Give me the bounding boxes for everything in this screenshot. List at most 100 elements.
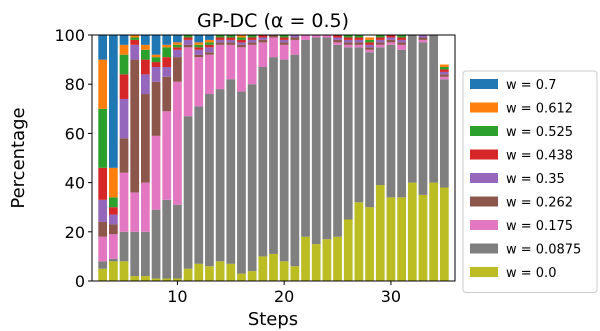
bar-segment-step-12-series-4 — [194, 49, 204, 55]
bar-segment-step-26-series-3 — [343, 42, 353, 45]
bar-segment-step-9-series-7 — [162, 44, 172, 48]
bar-segment-step-16-series-0 — [237, 273, 246, 281]
bar-segment-step-14-series-4 — [215, 39, 225, 43]
bar-segment-step-9-series-1 — [162, 199, 172, 279]
axes-frame — [91, 34, 456, 282]
bar-segment-step-7-series-7 — [141, 44, 150, 50]
bar-segment-step-8-series-5 — [151, 62, 161, 67]
legend-label-7: w = 0.0875 — [506, 243, 581, 258]
bar-segment-step-21-series-1 — [290, 54, 300, 267]
bar-segment-step-32-series-0 — [407, 182, 417, 281]
bar-segment-step-28-series-2 — [365, 49, 374, 53]
bar-segment-step-6-series-4 — [130, 44, 140, 60]
bar-segment-step-4-series-8 — [108, 35, 118, 168]
legend-swatch-8 — [470, 267, 498, 277]
bar-segment-step-31-series-1 — [397, 49, 406, 198]
bar-segment-step-23-series-2 — [311, 35, 321, 38]
bar-segment-step-31-series-2 — [397, 44, 406, 50]
bar-segment-step-28-series-1 — [365, 52, 374, 208]
bar-segment-step-11-series-2 — [183, 47, 193, 117]
bar-segment-step-30-series-1 — [386, 44, 396, 198]
bar-segment-step-30-series-5 — [386, 35, 396, 38]
bar-segment-step-35-series-3 — [439, 74, 449, 77]
bar-segment-step-15-series-5 — [226, 37, 236, 40]
bar-segment-step-27-series-0 — [354, 202, 364, 281]
bar-segment-step-7-series-1 — [141, 231, 150, 277]
bar-segment-step-12-series-2 — [194, 57, 204, 107]
bar-segment-step-10-series-6 — [173, 44, 182, 48]
bar-segment-step-24-series-0 — [322, 239, 332, 281]
bar-segment-step-14-series-5 — [215, 37, 225, 40]
bar-segment-step-13-series-3 — [205, 52, 214, 55]
bar-segment-step-30-series-4 — [386, 37, 396, 40]
bar-segment-step-10-series-3 — [173, 57, 182, 82]
bar-segment-step-19-series-0 — [269, 253, 278, 281]
bar-segment-step-10-series-2 — [173, 81, 182, 205]
bar-segment-step-15-series-2 — [226, 44, 236, 80]
bar-segment-step-5-series-8 — [119, 35, 129, 45]
bar-segment-step-27-series-3 — [354, 42, 364, 45]
bar-segment-step-9-series-8 — [162, 35, 172, 45]
x-tick-label-10: 10 — [167, 287, 187, 306]
bar-segment-step-29-series-3 — [375, 42, 385, 45]
bar-segment-step-11-series-5 — [183, 37, 193, 40]
bar-segment-step-6-series-1 — [130, 231, 140, 277]
bar-segment-step-15-series-0 — [226, 263, 236, 281]
bar-segment-step-7-series-0 — [141, 276, 150, 281]
bar-segment-step-14-series-3 — [215, 42, 225, 45]
bar-segment-step-30-series-3 — [386, 39, 396, 43]
bar-segment-step-26-series-2 — [343, 44, 353, 48]
bar-segment-step-3-series-3 — [98, 221, 108, 237]
bar-segment-step-4-series-4 — [108, 214, 118, 225]
y-tick-label-0: 0 — [75, 272, 85, 291]
bar-segment-step-28-series-4 — [365, 44, 374, 48]
bar-segment-step-9-series-4 — [162, 66, 172, 77]
bar-segment-step-33-series-3 — [418, 37, 428, 40]
legend-swatch-7 — [470, 243, 498, 254]
bar-segment-step-34-series-1 — [429, 35, 439, 183]
bar-segment-step-3-series-4 — [98, 199, 108, 222]
bar-segment-step-17-series-2 — [247, 44, 257, 85]
bar-segment-step-8-series-8 — [151, 35, 161, 55]
bar-segment-step-4-series-0 — [108, 261, 118, 281]
bar-segment-step-12-series-5 — [194, 47, 204, 50]
bar-segment-step-13-series-1 — [205, 94, 214, 267]
bar-segment-step-5-series-5 — [119, 74, 129, 99]
bar-segment-step-29-series-5 — [375, 37, 385, 40]
bar-segment-step-10-series-7 — [173, 42, 182, 45]
bar-segment-step-6-series-3 — [130, 59, 140, 193]
y-tick-label-20: 20 — [65, 223, 85, 242]
bar-segment-step-6-series-2 — [130, 192, 140, 232]
bar-segment-step-17-series-4 — [247, 39, 257, 43]
bar-segment-step-20-series-2 — [279, 44, 289, 60]
bar-segment-step-8-series-0 — [151, 278, 161, 281]
y-tick-label-100: 100 — [54, 26, 85, 45]
bar-segment-step-25-series-3 — [333, 39, 342, 43]
bar-segment-step-28-series-6 — [365, 39, 374, 43]
bar-segment-step-26-series-1 — [343, 47, 353, 220]
bar-segment-step-9-series-6 — [162, 47, 172, 58]
legend: w = 0.7 w = 0.612 w = 0.525 w = 0.438 w = 0.… — [462, 70, 598, 293]
bar-segment-step-13-series-0 — [205, 266, 214, 281]
bar-segment-step-15-series-6 — [226, 35, 236, 38]
bar-segment-step-21-series-0 — [290, 266, 300, 281]
bar-segment-step-26-series-6 — [343, 35, 353, 38]
bar-segment-step-27-series-2 — [354, 44, 364, 48]
bar-segment-step-12-series-7 — [194, 42, 204, 45]
bar-segment-step-5-series-0 — [119, 261, 129, 281]
bar-segment-step-12-series-6 — [194, 44, 204, 48]
bar-segment-step-10-series-5 — [173, 47, 182, 50]
bar-segment-step-16-series-3 — [237, 44, 246, 48]
bar-segment-step-17-series-5 — [247, 37, 257, 40]
bar-segment-step-4-series-5 — [108, 207, 118, 215]
legend-label-5: w = 0.262 — [506, 196, 573, 211]
y-tick-label-60: 60 — [65, 124, 85, 143]
bar-segment-step-20-series-3 — [279, 42, 289, 45]
bar-segment-step-25-series-1 — [333, 44, 342, 237]
legend-label-4: w = 0.35 — [506, 172, 565, 187]
bar-segment-step-33-series-1 — [418, 42, 428, 195]
bar-segment-step-17-series-1 — [247, 84, 257, 272]
bar-segment-step-28-series-0 — [365, 207, 374, 281]
bar-segment-step-5-series-3 — [119, 138, 129, 173]
bar-segment-step-15-series-1 — [226, 79, 236, 264]
